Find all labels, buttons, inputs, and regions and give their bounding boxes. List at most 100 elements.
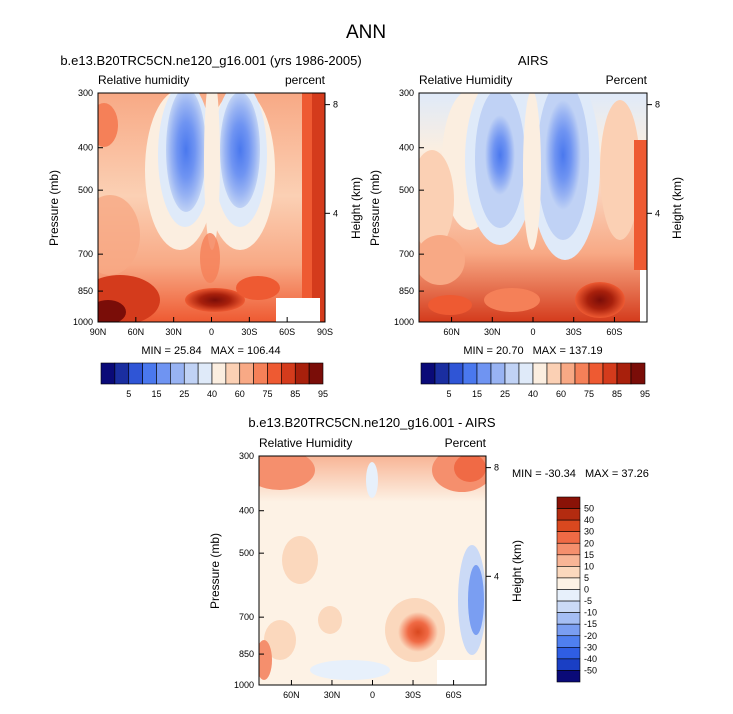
pressure-tick-label: 1000 <box>234 680 254 690</box>
colorbar-swatch <box>556 612 581 625</box>
colorbar-label: -10 <box>584 608 597 618</box>
colorbar-swatch <box>556 542 581 556</box>
panel-title: AIRS <box>518 53 549 68</box>
left-string: Relative Humidity <box>259 436 352 450</box>
colorbar-swatch <box>546 362 562 385</box>
colorbar-swatch <box>556 508 581 521</box>
colorbar-swatch <box>556 647 581 660</box>
pressure-ticks: 300 400 500 700 850 1000 <box>234 451 264 690</box>
colorbar: 5 15 25 40 60 75 85 95 <box>420 362 650 399</box>
colorbar-swatch <box>156 362 171 385</box>
colorbar-swatch <box>560 362 576 385</box>
latitude-tick-label: 0 <box>370 690 375 700</box>
colorbar-swatch <box>476 362 492 385</box>
colorbar-label: 60 <box>556 389 566 399</box>
stats-line: MIN = 25.84 MAX = 106.44 <box>141 345 280 357</box>
colorbar-swatch <box>616 362 632 385</box>
pressure-tick-label: 850 <box>239 649 254 659</box>
colorbar-label: 40 <box>584 515 594 525</box>
colorbar-swatch <box>420 362 436 385</box>
colorbar-swatch <box>574 362 590 385</box>
colorbar-swatch <box>114 362 130 385</box>
pressure-tick-label: 400 <box>78 143 93 153</box>
colorbar-label: -40 <box>584 654 597 664</box>
pressure-axis-label: Pressure (mb) <box>368 170 382 246</box>
colorbar-swatch <box>448 362 464 385</box>
colorbar-label: 85 <box>290 389 300 399</box>
colorbar-swatch <box>225 362 241 385</box>
height-axis-label: Height (km) <box>349 177 363 239</box>
colorbar-label: 5 <box>126 389 131 399</box>
colorbar-swatch <box>556 658 581 671</box>
colorbar-swatch <box>556 670 581 683</box>
contour-field <box>419 93 647 322</box>
pressure-tick-label: 700 <box>399 249 414 259</box>
colorbar-swatch <box>197 362 213 385</box>
height-ticks: 84 <box>486 463 499 581</box>
colorbar-label: -30 <box>584 642 597 652</box>
latitude-tick-label: 60N <box>283 690 300 700</box>
colorbar-label: 15 <box>584 550 594 560</box>
latitude-ticks: 60N 30N 0 30S 60S <box>283 680 462 700</box>
pressure-tick-label: 300 <box>399 88 414 98</box>
colorbar-label: 5 <box>446 389 451 399</box>
colorbar-label: -5 <box>584 596 592 606</box>
panel-model: b.e13.B20TRC5CN.ne120_g16.001 (yrs 1986-… <box>47 53 363 399</box>
colorbar-label: 75 <box>262 389 272 399</box>
pressure-tick-label: 300 <box>78 88 93 98</box>
colorbar-swatch <box>556 519 581 532</box>
colorbar-swatch <box>556 577 581 590</box>
pressure-tick-label: 700 <box>78 249 93 259</box>
latitude-tick-label: 0 <box>209 327 214 337</box>
latitude-tick-label: 30S <box>241 327 257 337</box>
colorbar-swatch <box>281 362 296 385</box>
colorbar-swatch <box>518 362 534 385</box>
pressure-tick-label: 1000 <box>73 317 93 327</box>
colorbar-swatch <box>588 362 604 385</box>
colorbar-label: 75 <box>584 389 594 399</box>
pressure-tick-label: 700 <box>239 612 254 622</box>
pressure-tick-label: 400 <box>399 143 414 153</box>
colorbar-label: 25 <box>500 389 510 399</box>
pressure-ticks: 300 400 500 700 850 1000 <box>73 88 103 327</box>
colorbar-swatch <box>556 635 581 648</box>
right-string: Percent <box>606 73 648 87</box>
right-string: Percent <box>445 436 487 450</box>
colorbar-label: -20 <box>584 631 597 641</box>
colorbar-swatch <box>556 554 581 567</box>
colorbar-swatch <box>556 623 581 637</box>
height-tick-label: 4 <box>333 208 338 218</box>
left-string: Relative humidity <box>98 73 189 87</box>
colorbar-label: 60 <box>235 389 245 399</box>
height-ticks: 84 <box>647 100 660 218</box>
pressure-axis-label: Pressure (mb) <box>47 170 61 246</box>
pressure-tick-label: 300 <box>239 451 254 461</box>
colorbar-label: 40 <box>207 389 217 399</box>
pressure-tick-label: 400 <box>239 506 254 516</box>
latitude-tick-label: 30N <box>484 327 501 337</box>
height-tick-label: 4 <box>655 208 660 218</box>
colorbar-swatch <box>556 600 581 613</box>
colorbar-swatch <box>128 362 143 385</box>
colorbar-swatch <box>142 362 157 385</box>
colorbar-swatch <box>434 362 450 385</box>
colorbar-swatch <box>294 362 310 385</box>
colorbar-swatch <box>504 362 520 385</box>
colorbar-label: 85 <box>612 389 622 399</box>
height-tick-label: 8 <box>494 463 499 473</box>
latitude-tick-label: 60S <box>606 327 622 337</box>
contour-field <box>98 93 325 322</box>
colorbar-swatch <box>490 362 506 385</box>
colorbar-label: 25 <box>179 389 189 399</box>
height-axis-label: Height (km) <box>510 540 524 602</box>
height-axis-label: Height (km) <box>670 177 684 239</box>
latitude-tick-label: 30N <box>324 690 341 700</box>
pressure-axis-label: Pressure (mb) <box>208 533 222 609</box>
colorbar-swatch <box>211 362 227 385</box>
colorbar-label: 5 <box>584 573 589 583</box>
colorbar-label: 15 <box>472 389 482 399</box>
pressure-tick-label: 500 <box>239 548 254 558</box>
stats-line: MIN = -30.34 MAX = 37.26 <box>512 468 649 480</box>
stats-line: MIN = 20.70 MAX = 137.19 <box>463 345 602 357</box>
